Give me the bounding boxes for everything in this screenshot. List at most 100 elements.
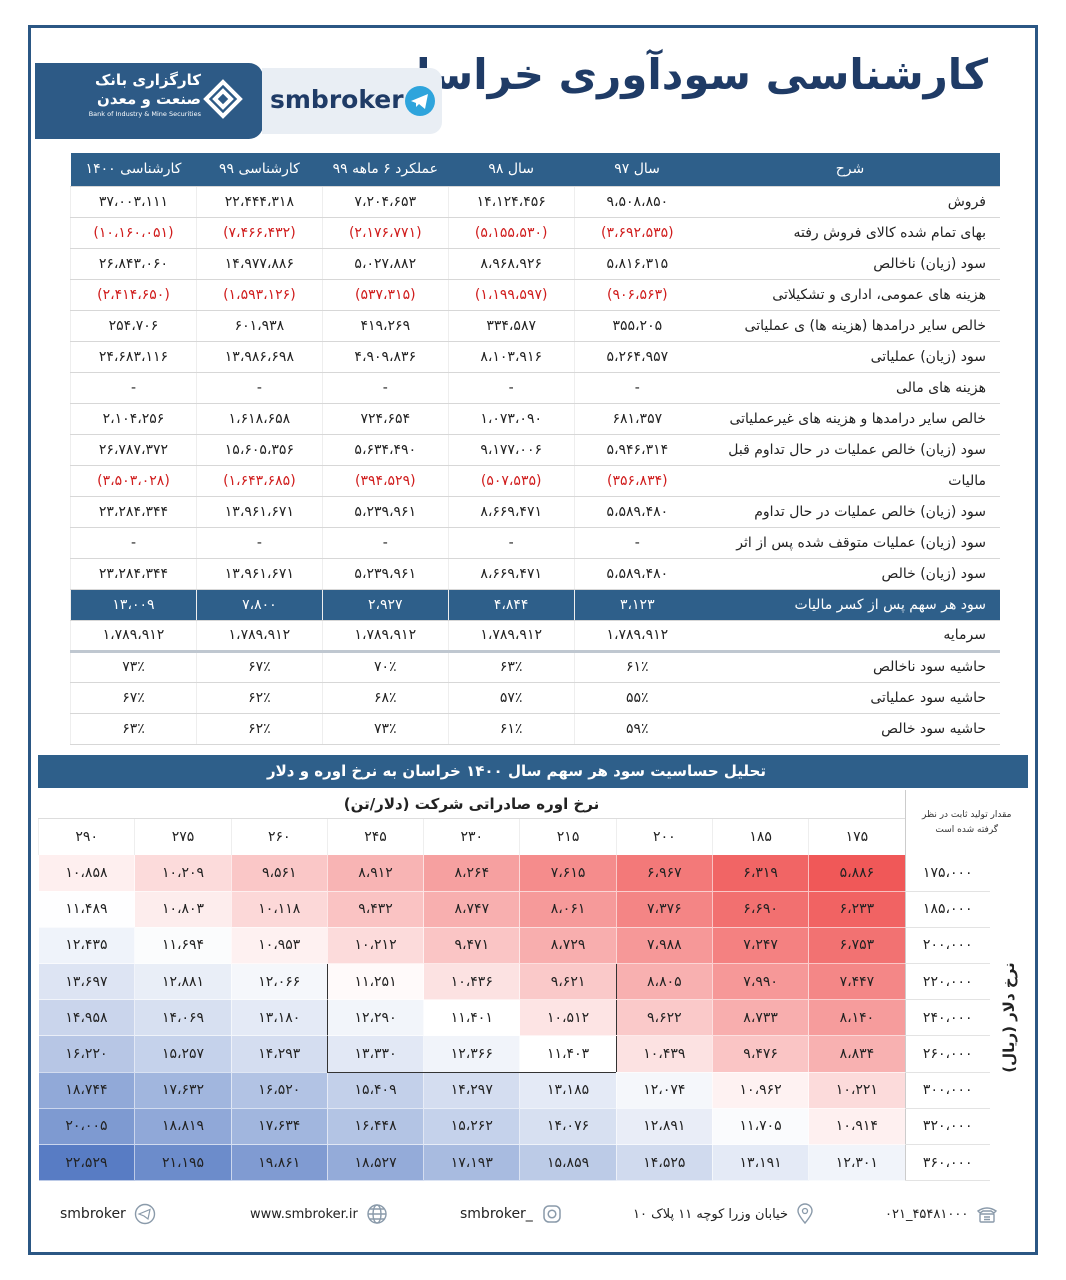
cell: (۳۵۶،۸۳۴) bbox=[573, 465, 700, 497]
grid-cell: ۱۷،۱۹۳ bbox=[423, 1144, 521, 1182]
footer-text: smbroker bbox=[60, 1206, 126, 1222]
row-label: سرمایه bbox=[700, 620, 1000, 652]
profit-table: شرح سال ۹۷ سال ۹۸ عملکرد ۶ ماهه ۹۹ کارشناسی … bbox=[70, 153, 1000, 745]
cell: - bbox=[321, 372, 449, 404]
table-row: حاشیه سود خالص ۵۹٪ ۶۱٪ ۷۳٪ ۶۲٪ ۶۳٪ bbox=[70, 713, 1000, 745]
cell: ۵۷٪ bbox=[447, 682, 575, 714]
grid-cell: ۱۲،۰۷۴ bbox=[616, 1072, 713, 1109]
column-header: کارشناسی ۱۴۰۰ bbox=[70, 153, 197, 187]
grid-cell: ۱۱،۶۹۴ bbox=[134, 927, 232, 965]
grid-cell: ۱۶،۵۲۰ bbox=[231, 1072, 328, 1109]
table-row: سود (زیان) خالص عملیات در حال تداوم ۵،۵۸۹… bbox=[70, 496, 1000, 528]
cell: ۱۳،۹۶۱،۶۷۱ bbox=[195, 496, 323, 528]
grid-cell: ۱۰،۸۰۳ bbox=[134, 891, 232, 928]
grid-cell: ۸،۲۶۴ bbox=[423, 855, 521, 892]
grid-cell: ۹،۴۳۲ bbox=[327, 891, 425, 928]
footer-address: خیابان وزرا کوچه ۱۱ پلاک ۱۰ bbox=[633, 1203, 814, 1225]
row-axis-title: نرخ دلار (ریال) bbox=[990, 855, 1028, 1181]
row-label: ۱۸۵،۰۰۰ bbox=[904, 891, 990, 928]
cell: ۱۴،۱۲۴،۴۵۶ bbox=[447, 186, 575, 218]
grid-cell: ۱۱،۴۰۳ bbox=[519, 1035, 617, 1073]
sensitivity-title: تحلیل حساسیت سود هر سهم سال ۱۴۰۰ خراسان … bbox=[38, 755, 1028, 788]
grid-cell: ۲۲،۵۲۹ bbox=[38, 1144, 136, 1182]
telegram-icon bbox=[405, 86, 435, 116]
cell: ۱۳،۹۸۶،۶۹۸ bbox=[195, 341, 323, 373]
cell: ۳۷،۰۰۳،۱۱۱ bbox=[70, 186, 197, 218]
column-label: ۲۱۵ bbox=[519, 818, 617, 855]
cell: ۱۴،۹۷۷،۸۸۶ bbox=[195, 248, 323, 280]
cell: ۶۷٪ bbox=[70, 682, 197, 714]
column-label: ۲۴۵ bbox=[326, 818, 424, 855]
footer-telegram: smbroker bbox=[60, 1203, 156, 1225]
grid-cell: ۱۱،۴۸۹ bbox=[38, 891, 136, 928]
cell: ۹،۱۷۷،۰۰۶ bbox=[447, 434, 575, 466]
row-label: ۳۰۰،۰۰۰ bbox=[904, 1072, 990, 1109]
cell: ۶۱٪ bbox=[447, 713, 575, 745]
cell: ۸،۶۶۹،۴۷۱ bbox=[447, 558, 575, 590]
footer: smbroker www.smbroker.ir smbroker_ خیابا… bbox=[55, 1203, 1015, 1233]
row-label: بهای تمام شده کالای فروش رفته bbox=[700, 217, 1000, 249]
cell: (۵۰۷،۵۳۵) bbox=[447, 465, 575, 497]
grid-cell: ۱۰،۲۱۲ bbox=[327, 927, 425, 965]
grid-cell: ۷،۹۸۸ bbox=[616, 927, 713, 965]
grid-row: نرخ دلار (ریال) ۱۷۵،۰۰۰ ۵،۸۸۶ ۶،۳۱۹ ۶،۹۶۷ ۷،۶… bbox=[38, 855, 1028, 1181]
cell: - bbox=[70, 372, 197, 404]
pin-icon bbox=[797, 1203, 813, 1225]
cell: ۵،۶۳۴،۴۹۰ bbox=[321, 434, 449, 466]
grid-cell: ۷،۳۷۶ bbox=[616, 891, 713, 928]
column-label: ۱۸۵ bbox=[711, 818, 809, 855]
row-label: ۱۷۵،۰۰۰ bbox=[904, 855, 990, 892]
row-label: هزینه های مالی bbox=[700, 372, 1000, 404]
cell: ۴،۹۰۹،۸۳۶ bbox=[321, 341, 449, 373]
globe-icon bbox=[367, 1204, 387, 1224]
cell: - bbox=[70, 527, 197, 559]
footer-phone: ۰۲۱_۴۵۴۸۱۰۰۰ bbox=[885, 1203, 998, 1225]
row-label: سود (زیان) خالص bbox=[700, 558, 1000, 590]
cell: ۱،۰۷۳،۰۹۰ bbox=[447, 403, 575, 435]
instagram-icon bbox=[543, 1205, 561, 1223]
row-label: ۲۶۰،۰۰۰ bbox=[904, 1035, 990, 1073]
cell: ۵،۹۴۶،۳۱۴ bbox=[573, 434, 700, 466]
cell: ۷۲۴،۶۵۴ bbox=[321, 403, 449, 435]
cell: ۱،۶۱۸،۶۵۸ bbox=[195, 403, 323, 435]
grid-cell: ۹،۴۷۶ bbox=[712, 1035, 810, 1073]
cell: ۴،۸۴۴ bbox=[447, 589, 575, 621]
column-label: ۲۷۵ bbox=[134, 818, 232, 855]
cell: ۳،۱۲۳ bbox=[573, 589, 700, 621]
cell: ۵۵٪ bbox=[573, 682, 700, 714]
table-row: سود هر سهم پس از کسر مالیات ۳،۱۲۳ ۴،۸۴۴ ۲،۹… bbox=[70, 589, 1000, 621]
footer-text: www.smbroker.ir bbox=[250, 1206, 358, 1222]
table-row: سود (زیان) ناخالص ۵،۸۱۶،۳۱۵ ۸،۹۶۸،۹۲۶ ۵،۰۲۷… bbox=[70, 248, 1000, 280]
grid-cell: ۱۲،۳۰۱ bbox=[808, 1144, 906, 1182]
grid-cell: ۱۳،۱۸۵ bbox=[519, 1072, 617, 1109]
cell: ۵،۲۳۹،۹۶۱ bbox=[321, 558, 449, 590]
grid-cell: ۵،۸۸۶ bbox=[808, 855, 906, 892]
cell: ۷۰٪ bbox=[321, 651, 449, 683]
cell: ۸،۹۶۸،۹۲۶ bbox=[447, 248, 575, 280]
cell: (۲،۱۷۶،۷۷۱) bbox=[321, 217, 449, 249]
grid-cell: ۱۳،۳۳۰ bbox=[326, 1035, 425, 1073]
grid-cell: ۱۲،۳۶۶ bbox=[423, 1035, 521, 1073]
grid-cell: ۱۴،۲۹۷ bbox=[423, 1072, 521, 1109]
grid-cell: ۱۷،۶۳۴ bbox=[231, 1108, 328, 1146]
footer-text: smbroker_ bbox=[460, 1206, 533, 1222]
cell: ۵،۰۲۷،۸۸۲ bbox=[321, 248, 449, 280]
table-row: خالص سایر درامدها (هزینه ها) ی عملیاتی ۳۵… bbox=[70, 310, 1000, 342]
row-label: خالص سایر درامدها (هزینه ها) ی عملیاتی bbox=[700, 310, 1000, 342]
cell: ۲،۱۰۴،۲۵۶ bbox=[70, 403, 197, 435]
grid-cell: ۹،۴۷۱ bbox=[423, 927, 521, 965]
cell: ۶۲٪ bbox=[195, 713, 323, 745]
cell: ۶۰۱،۹۳۸ bbox=[195, 310, 323, 342]
logo-english: Bank of Industry & Mine Securities bbox=[88, 110, 201, 118]
table-row: فروش ۹،۵۰۸،۸۵۰ ۱۴،۱۲۴،۴۵۶ ۷،۲۰۴،۶۵۳ ۲۲،۴۴۴،۳… bbox=[70, 186, 1000, 218]
cell: ۲۶،۷۸۷،۳۷۲ bbox=[70, 434, 197, 466]
grid-cell: ۸،۰۶۱ bbox=[519, 891, 617, 928]
table-row: بهای تمام شده کالای فروش رفته (۳،۶۹۲،۵۳۵)… bbox=[70, 217, 1000, 249]
cell: (۳۹۴،۵۲۹) bbox=[321, 465, 449, 497]
row-label: ۳۲۰،۰۰۰ bbox=[904, 1108, 990, 1146]
grid-cell: ۱۱،۷۰۵ bbox=[712, 1108, 810, 1146]
grid-cell: ۱۲،۴۳۵ bbox=[38, 927, 136, 965]
cell: ۵۹٪ bbox=[573, 713, 700, 745]
column-label: ۱۷۵ bbox=[808, 818, 905, 855]
grid-cell: ۱۰،۹۵۳ bbox=[231, 927, 328, 965]
